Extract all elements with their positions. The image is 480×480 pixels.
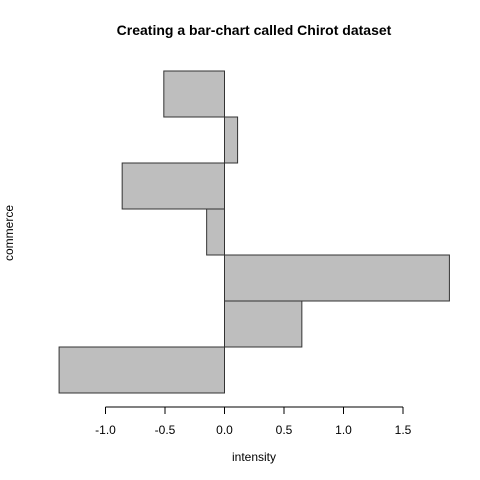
x-tick-label: 1.0 xyxy=(335,423,352,437)
bar-2 xyxy=(224,300,303,348)
x-tick-label: -0.5 xyxy=(155,423,176,437)
x-ticks: -1.0 -0.5 0.0 0.5 1.0 1.5 xyxy=(95,407,412,437)
bar-3 xyxy=(224,254,450,302)
bar-1 xyxy=(58,346,226,394)
bar-7 xyxy=(163,70,225,118)
y-axis-label: commerce xyxy=(2,205,16,261)
x-tick-label: 0.0 xyxy=(216,423,233,437)
x-axis: -1.0 -0.5 0.0 0.5 1.0 1.5 xyxy=(95,406,412,437)
x-axis-label: intensity xyxy=(232,450,276,464)
chart-title: Creating a bar-chart called Chirot datas… xyxy=(117,22,392,38)
bars-group xyxy=(58,70,450,394)
x-tick-label: 1.5 xyxy=(395,423,412,437)
x-tick-label: -1.0 xyxy=(95,423,116,437)
bar-4 xyxy=(206,208,225,256)
x-tick-label: 0.5 xyxy=(276,423,293,437)
bar-5 xyxy=(121,162,225,210)
bar-6 xyxy=(224,116,239,164)
